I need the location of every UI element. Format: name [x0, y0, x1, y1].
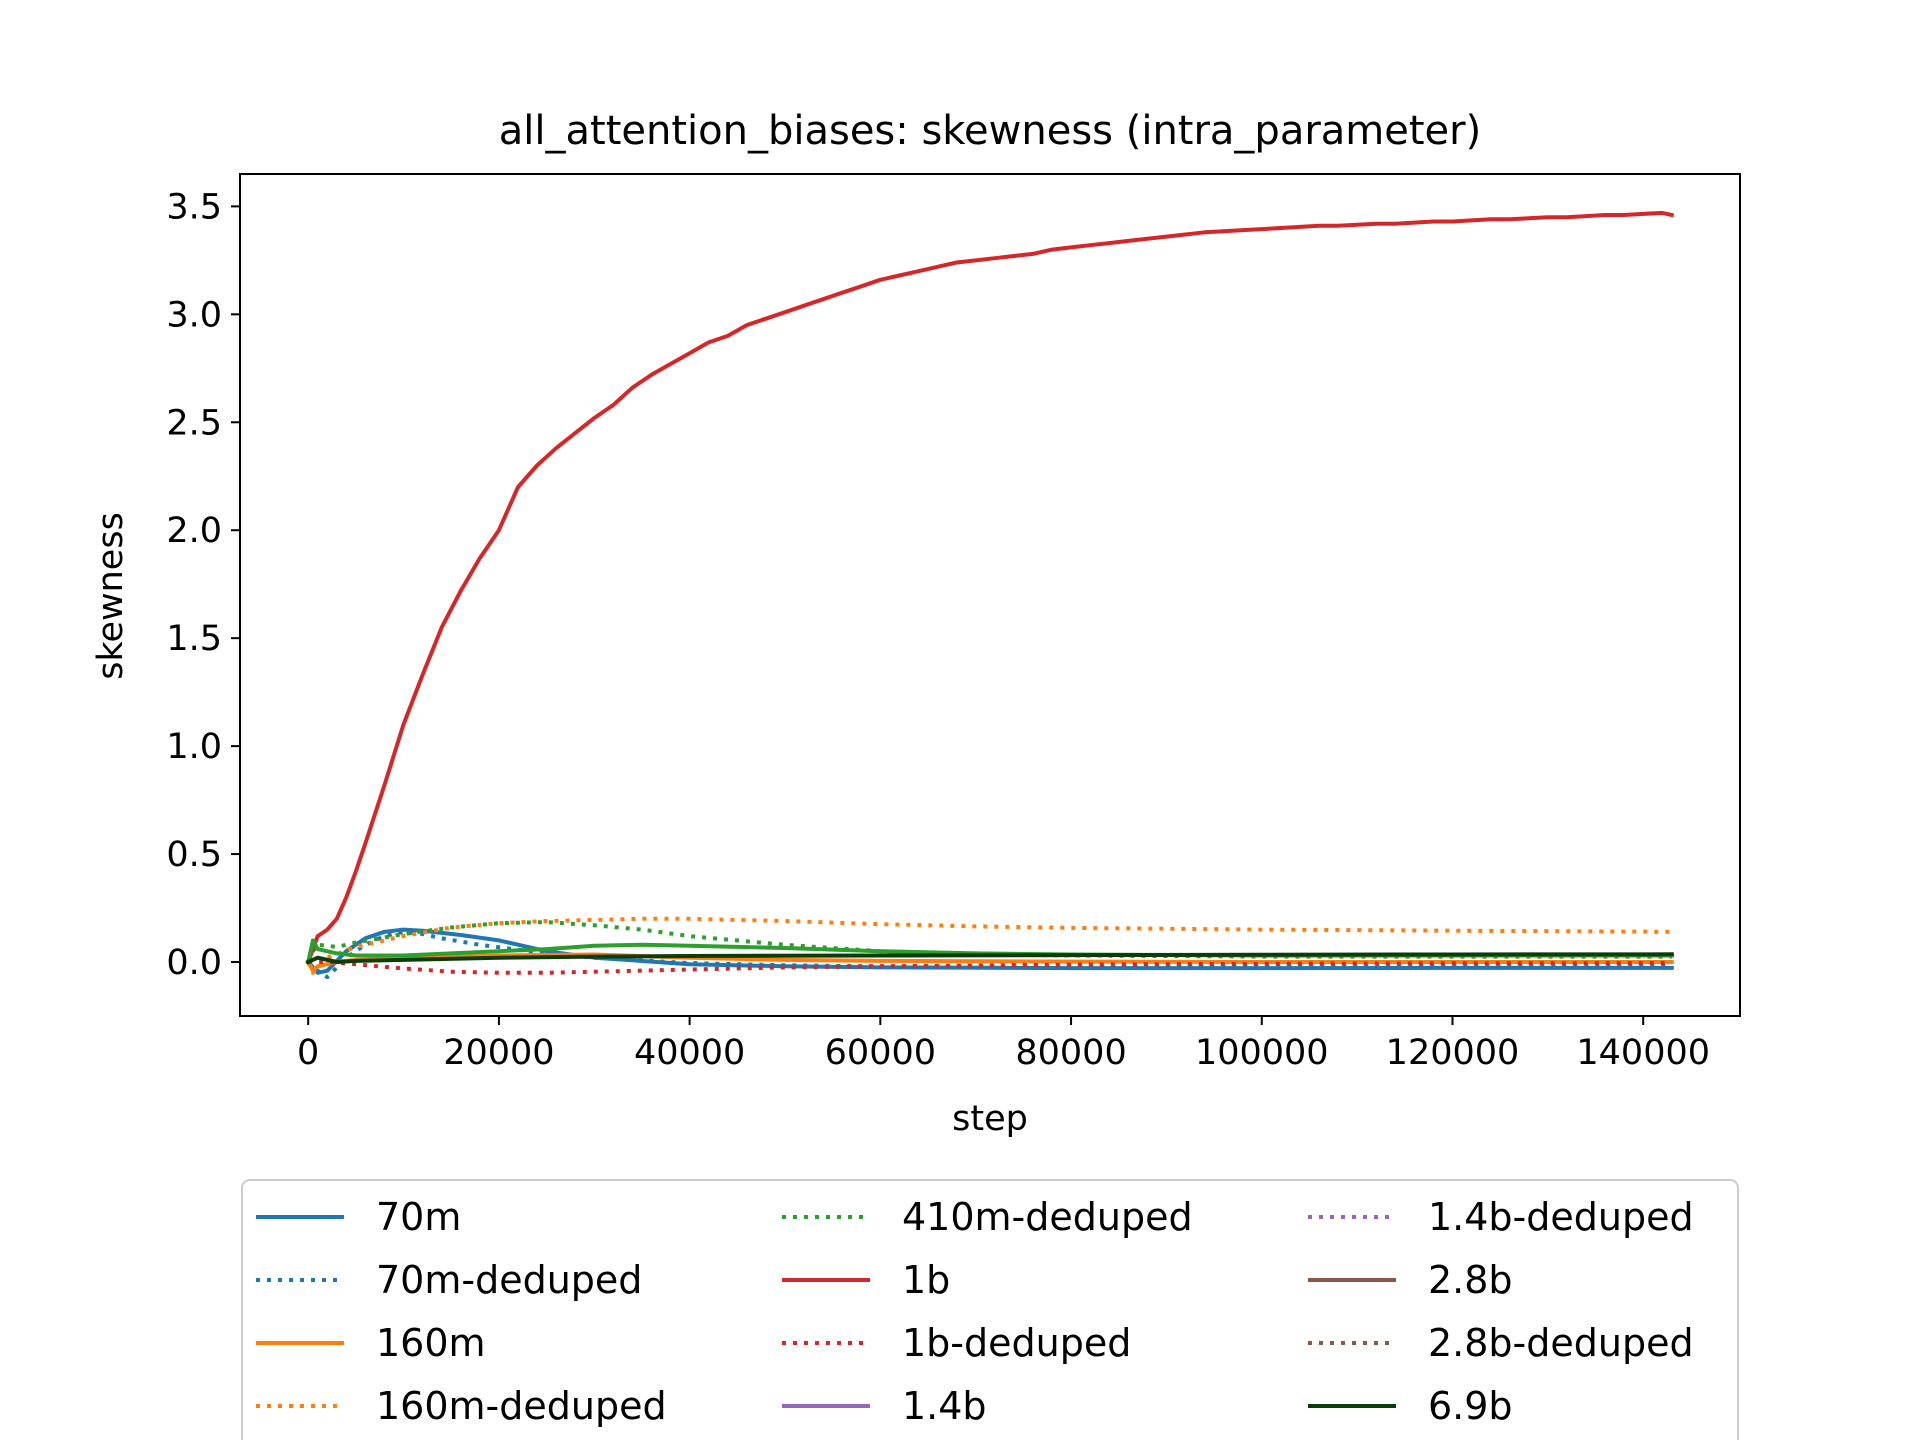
legend-label-160m-deduped: 160m-deduped	[376, 1384, 667, 1428]
series-line-410m-deduped	[306, 920, 1672, 963]
y-tick-label: 1.5	[166, 619, 222, 659]
y-tick-label: 0.5	[166, 835, 222, 875]
axes: 0 20000 40000 60000 80000 100000 120000 140000 0…	[166, 173, 1741, 1073]
y-tick-label: 2.0	[166, 511, 222, 551]
series-line-1b	[305, 210, 1675, 965]
legend-label-1.4b: 1.4b	[902, 1384, 987, 1428]
x-tick-label: 60000	[825, 1033, 936, 1073]
x-tick-label: 140000	[1576, 1033, 1710, 1073]
legend-label-410m-deduped: 410m-deduped	[902, 1195, 1193, 1239]
x-axis-label: step	[952, 1099, 1028, 1139]
x-tick-label: 80000	[1015, 1033, 1126, 1073]
x-tick-label: 0	[297, 1033, 319, 1073]
legend-label-1b-deduped: 1b-deduped	[902, 1321, 1131, 1365]
series-line-6.9b	[305, 952, 1674, 965]
y-tick-label: 2.5	[166, 403, 222, 443]
legend-box	[241, 1179, 1739, 1440]
y-tick-label: 3.0	[166, 295, 222, 335]
x-tick-label: 40000	[634, 1033, 745, 1073]
chart-title: all_attention_biases: skewness (intra_pa…	[499, 108, 1481, 154]
plot-frame	[239, 173, 1741, 1017]
y-axis-label: skewness	[91, 512, 131, 680]
x-tick-label: 120000	[1386, 1033, 1520, 1073]
series-line-1b-deduped	[308, 960, 1672, 975]
legend-label-160m: 160m	[376, 1321, 486, 1365]
legend: 70m 70m-deduped 160m 160m-deduped 410m-dedup…	[241, 1179, 1739, 1440]
series-line-160m	[305, 952, 1674, 973]
series-group	[305, 210, 1675, 980]
y-tick-label: 3.5	[166, 187, 222, 227]
legend-label-70m: 70m	[376, 1195, 461, 1239]
y-tick-label: 0.0	[166, 943, 222, 983]
series-line-70m-deduped	[306, 929, 1672, 980]
legend-label-2.8b: 2.8b	[1428, 1258, 1513, 1302]
legend-label-2.8b-deduped: 2.8b-deduped	[1428, 1321, 1694, 1365]
x-tick-label: 100000	[1195, 1033, 1329, 1073]
legend-label-6.9b: 6.9b	[1428, 1384, 1513, 1428]
x-tick-label: 20000	[443, 1033, 554, 1073]
series-line-160m-deduped	[306, 916, 1672, 975]
legend-label-1.4b-deduped: 1.4b-deduped	[1428, 1195, 1694, 1239]
y-tick-label: 1.0	[166, 727, 222, 767]
legend-label-1b: 1b	[902, 1258, 950, 1302]
legend-label-70m-deduped: 70m-deduped	[376, 1258, 642, 1302]
